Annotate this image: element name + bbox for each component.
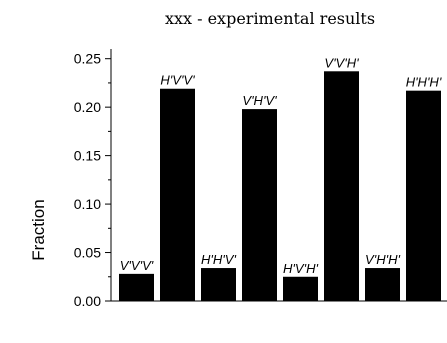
y-axis-ticks: 0.00 0.05 0.10 0.15 0.20 0.25 (74, 51, 111, 309)
bar-label-3: H'H'V' (201, 252, 236, 267)
bar-series (119, 71, 441, 302)
y-tick-label: 0.05 (74, 245, 101, 261)
y-tick-label: 0.25 (74, 51, 101, 67)
bar-1 (119, 273, 154, 301)
bar-label-6: V'V'H' (324, 55, 359, 70)
bar-label-7: V'H'H' (365, 252, 400, 267)
bar-6 (324, 71, 359, 302)
y-tick-label: 0.00 (74, 293, 101, 309)
chart-title: xxx - experimental results (165, 9, 375, 28)
y-tick-label: 0.15 (74, 148, 101, 164)
bar-4 (242, 109, 277, 301)
y-tick-label: 0.10 (74, 196, 101, 212)
bar-2 (160, 88, 195, 301)
bar-3 (201, 268, 236, 301)
bar-5 (283, 276, 318, 301)
bar-7 (365, 268, 400, 301)
bar-label-2: H'V'V' (160, 73, 195, 88)
bar-8 (406, 90, 441, 301)
bar-label-4: V'H'V' (242, 93, 277, 108)
y-axis-label: Fraction (29, 199, 48, 260)
bar-label-1: V'V'V' (120, 258, 154, 273)
bar-label-8: H'H'H' (406, 75, 442, 90)
y-tick-label: 0.20 (74, 99, 101, 115)
bar-labels: V'V'V' H'V'V' H'H'V' V'H'V' H'V'H' V'V'H' V'H'… (120, 55, 442, 275)
bar-label-5: H'V'H' (283, 261, 318, 276)
